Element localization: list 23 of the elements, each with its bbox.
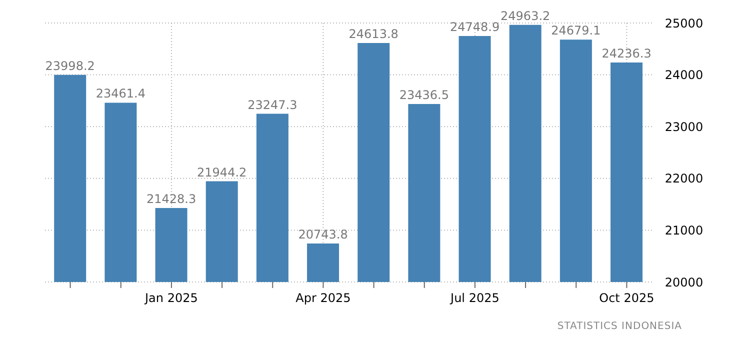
data-label: 21428.3 (146, 192, 196, 206)
y-tick-label: 22000 (664, 172, 704, 186)
data-label: 24613.8 (348, 27, 398, 42)
x-tick-label: Jan 2025 (144, 291, 198, 305)
data-label: 24679.1 (551, 24, 601, 38)
text: STATISTICS INDONESIA (557, 321, 682, 332)
data-label: 21944.2 (197, 165, 247, 180)
data-label: 23998.2 (45, 58, 95, 73)
y-tick-label: 24000 (664, 68, 704, 82)
x-tick-label: Oct 2025 (599, 291, 654, 305)
data-label: 24963.2 (500, 8, 550, 23)
y-tick-label: 20000 (664, 275, 704, 290)
y-tick-label: 23000 (664, 120, 704, 134)
y-tick-label: 21000 (664, 223, 704, 238)
data-label: 23461.4 (96, 86, 146, 101)
data-label: 23436.5 (399, 88, 449, 102)
data-label: 24748.9 (450, 20, 500, 34)
x-tick-label: Apr 2025 (296, 291, 351, 305)
x-tick-label: Jul 2025 (450, 291, 500, 305)
data-label: 23247.3 (248, 98, 298, 112)
data-label: 24236.3 (602, 46, 652, 61)
data-label: 20743.8 (298, 227, 348, 242)
y-tick-label: 25000 (664, 16, 704, 30)
